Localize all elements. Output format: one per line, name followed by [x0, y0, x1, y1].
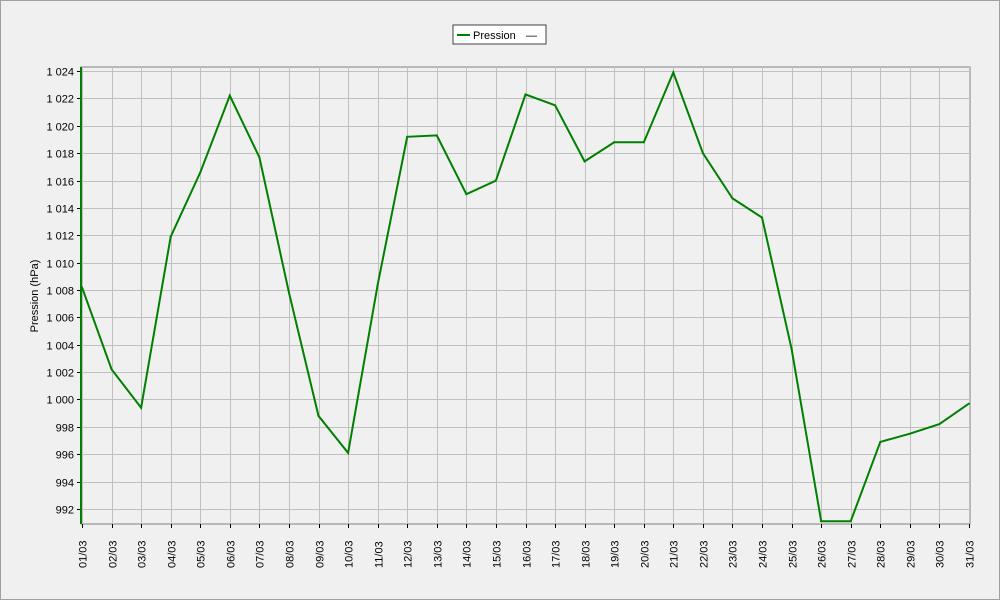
data-point [938, 423, 941, 426]
y-tick-label: 1 010 [46, 259, 74, 271]
data-point [258, 156, 261, 159]
x-tick-label: 17/03 [551, 540, 563, 568]
x-tick-label: 27/03 [847, 540, 859, 568]
y-tick-label: 1 012 [46, 231, 74, 243]
series-pression [81, 69, 970, 523]
y-tick-label: 996 [56, 450, 74, 462]
y-tick-label: 994 [56, 478, 74, 490]
x-tick-label: 26/03 [817, 540, 829, 568]
y-tick-label: 1 016 [46, 177, 74, 189]
grid [81, 67, 970, 524]
x-tick-label: 04/03 [167, 540, 179, 568]
x-tick-label: 08/03 [285, 540, 297, 568]
y-tick-label: 998 [56, 423, 74, 435]
x-tick-label: 31/03 [965, 540, 977, 568]
data-point [110, 368, 113, 371]
x-tick-label: 13/03 [433, 540, 445, 568]
x-tick-label: 20/03 [640, 540, 652, 568]
data-point [465, 193, 468, 196]
x-tick-label: 09/03 [315, 540, 327, 568]
y-tick-label: 1 014 [46, 204, 74, 216]
data-point [672, 71, 675, 74]
x-tick-label: 03/03 [137, 540, 149, 568]
y-axis-label: Pression (hPa) [29, 260, 41, 333]
data-point [435, 134, 438, 137]
x-tick-label: 16/03 [522, 540, 534, 568]
data-point [583, 160, 586, 163]
data-point [820, 520, 823, 523]
x-tick-label: 14/03 [462, 540, 474, 568]
x-tick-label: 30/03 [935, 540, 947, 568]
y-tick-label: 1 022 [46, 94, 74, 106]
x-tick-label: 07/03 [255, 540, 267, 568]
legend: Pression — [452, 24, 547, 45]
y-tick-label: 1 020 [46, 122, 74, 134]
data-point [376, 283, 379, 286]
x-tick-label: 19/03 [610, 540, 622, 568]
data-point [317, 414, 320, 417]
x-tick-label: 22/03 [699, 540, 711, 568]
data-point [908, 432, 911, 435]
y-tick-label: 1 004 [46, 341, 74, 353]
x-tick-label: 29/03 [906, 540, 918, 568]
x-tick-label: 25/03 [788, 540, 800, 568]
x-tick-label: 21/03 [669, 540, 681, 568]
y-tick-label: 1 018 [46, 149, 74, 161]
x-tick-label: 06/03 [226, 540, 238, 568]
y-tick-label: 1 002 [46, 368, 74, 380]
data-point [701, 152, 704, 155]
data-point [613, 141, 616, 144]
legend-extra-symbol: — [526, 30, 537, 42]
data-point [199, 171, 202, 174]
y-tick-label: 1 024 [46, 67, 74, 79]
data-point [761, 216, 763, 219]
data-point [968, 402, 970, 405]
x-tick-label: 10/03 [344, 540, 356, 568]
x-tick-label: 15/03 [492, 540, 504, 568]
data-point [554, 104, 557, 107]
data-point [140, 406, 143, 409]
data-point [228, 94, 231, 97]
y-tick-label: 1 006 [46, 313, 74, 325]
x-tick-label: 28/03 [876, 540, 888, 568]
y-tick-label: 1 000 [46, 395, 74, 407]
x-tick-label: 11/03 [374, 541, 386, 568]
y-tick-label: 992 [56, 505, 74, 517]
data-point [406, 135, 409, 138]
x-axis: 01/03 02/03 03/03 04/03 05/03 06/03 07/03 08/03… [78, 524, 977, 568]
x-tick-label: 02/03 [108, 540, 120, 568]
data-point [524, 93, 527, 96]
x-tick-label: 18/03 [581, 540, 593, 568]
x-tick-label: 24/03 [758, 540, 770, 568]
legend-entry: Pression [473, 30, 516, 42]
y-tick-label: 1 008 [46, 286, 74, 298]
x-tick-label: 23/03 [728, 540, 740, 568]
data-point [790, 347, 793, 350]
data-point [169, 235, 172, 238]
y-axis: 992 994 996 998 1 000 1 002 1 004 1 006 1 008 1 0… [46, 67, 81, 517]
x-tick-label: 05/03 [196, 540, 208, 568]
legend-box [452, 24, 547, 45]
data-point [642, 141, 645, 144]
data-point [879, 440, 882, 443]
x-tick-label: 12/03 [403, 540, 415, 568]
x-tick-label: 01/03 [78, 540, 90, 568]
data-point [288, 291, 290, 294]
data-point [731, 197, 734, 200]
data-point [849, 520, 852, 523]
data-point [494, 179, 497, 182]
data-point [347, 451, 350, 454]
